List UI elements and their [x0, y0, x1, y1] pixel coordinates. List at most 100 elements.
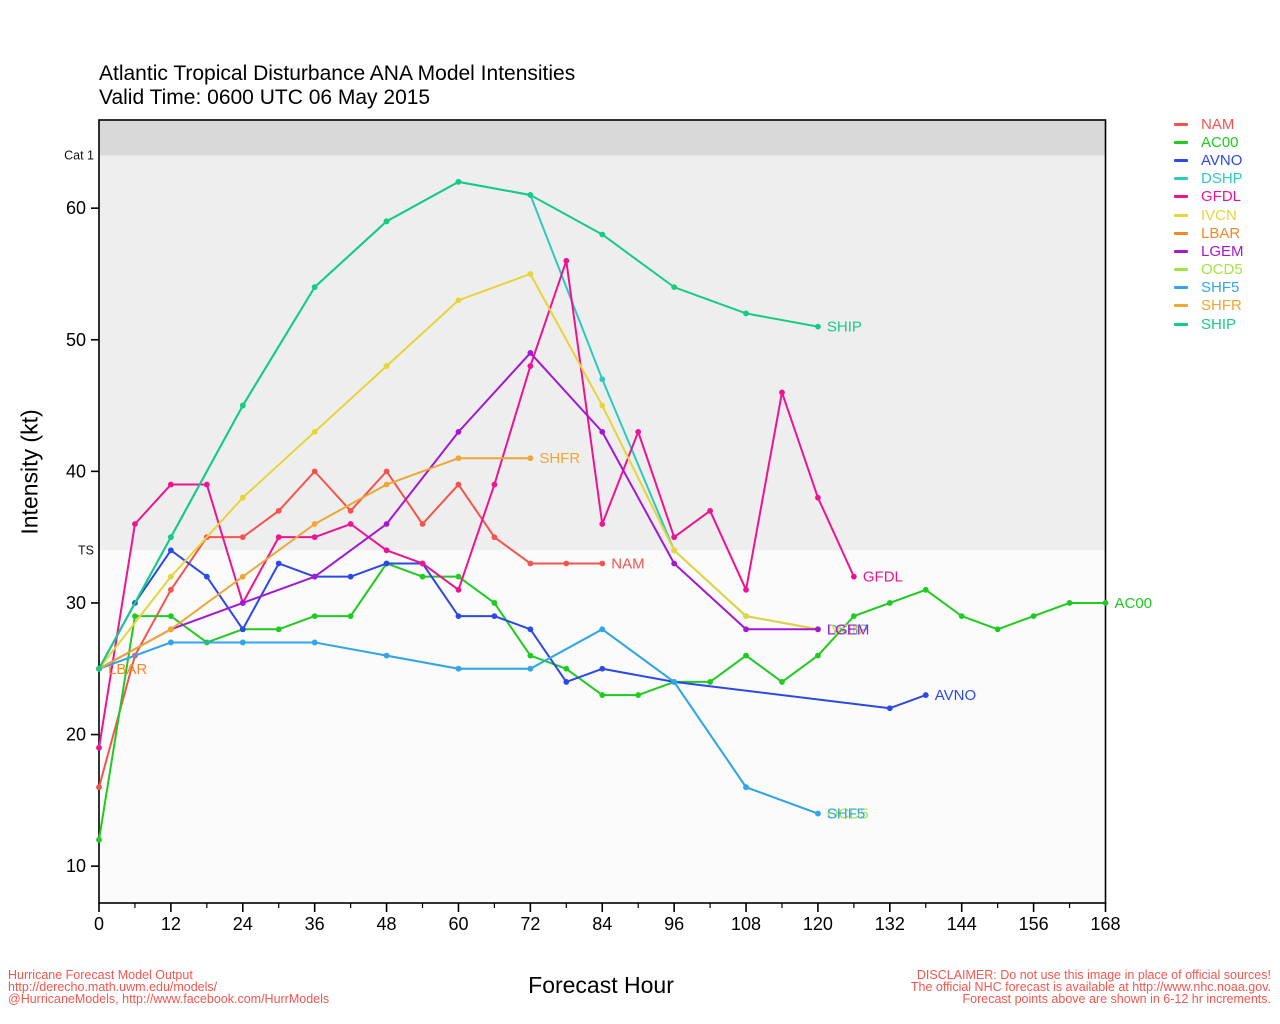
disclaimer-line-3: Forecast points above are shown in 6-12 … [962, 991, 1272, 1006]
series-IVCN-point [527, 271, 534, 277]
series-IVCN-point [167, 573, 174, 580]
series-GFDL-point [96, 744, 102, 751]
series-GFDL-point [815, 494, 821, 501]
threshold-label-ts: TS [78, 543, 94, 557]
series-IVCN-label: IVCN [827, 621, 863, 638]
series-AC00-point [1030, 613, 1037, 620]
chart-title: Atlantic Tropical Disturbance ANA Model … [99, 62, 576, 85]
series-SHF5-point [311, 639, 318, 646]
y-tick-label: 30 [66, 593, 86, 613]
series-SHIP-point [527, 192, 534, 198]
series-SHF5-point [167, 639, 174, 646]
series-LGEM-point [239, 600, 246, 606]
series-AVNO-line [98, 549, 927, 710]
legend-swatch-DSHP [1174, 177, 1188, 181]
legend-item-LGEM: LGEM [1174, 242, 1244, 260]
series-NAM-point [491, 534, 498, 541]
series-AC00-point [922, 586, 929, 593]
series-GFDL-point [527, 363, 534, 369]
disclaimer-line-2: The official NHC forecast is available a… [910, 979, 1271, 994]
series-AVNO-point [922, 692, 929, 698]
series-AC00-label: AC00 [1115, 595, 1153, 612]
series-GFDL-point [132, 521, 138, 527]
x-tick-label: 0 [94, 914, 104, 934]
legend-swatch-SHFR [1174, 304, 1188, 308]
x-tick-label: 108 [731, 914, 761, 934]
legend-item-IVCN: IVCN [1174, 206, 1244, 224]
legend-item-DSHP: DSHP [1174, 170, 1244, 188]
series-SHFR-label: SHFR [539, 450, 580, 467]
series-SHIP-label: SHIP [827, 319, 862, 336]
series-AC00-point [491, 600, 498, 606]
series-NAM-point [275, 507, 282, 514]
legend-item-AVNO: AVNO [1174, 151, 1244, 169]
series-GFDL-point [635, 428, 642, 435]
legend-item-NAM: NAM [1174, 115, 1244, 133]
credit-line-3: @HurricaneModels, http://www.facebook.co… [8, 991, 330, 1006]
series-AVNO-point [167, 547, 174, 554]
legend-swatch-NAM [1174, 122, 1188, 126]
series-GFDL-line [98, 259, 855, 748]
series-AC00-point [132, 613, 138, 620]
credit-line-2: http://derecho.math.uwm.edu/models/ [8, 979, 218, 994]
series-LGEM-point [311, 573, 318, 580]
series-AVNO-point [886, 705, 893, 712]
series-AVNO-point [383, 560, 390, 567]
series-SHF5-label: SHF5 [827, 806, 865, 823]
series-AVNO-point [491, 613, 498, 620]
series-GFDL-point [599, 521, 606, 527]
series-SHFR-point [455, 455, 462, 462]
series-AC00-point [743, 652, 749, 659]
series-AC00-point [563, 665, 570, 672]
series-SHIP-point [455, 178, 462, 185]
legend-swatch-SHF5 [1174, 286, 1188, 290]
series-AC00-point [275, 626, 282, 633]
series-SHIP-point [671, 284, 678, 291]
series-AVNO-point [455, 613, 462, 620]
series-NAM-point [599, 560, 606, 567]
credit-text: Hurricane Forecast Model Output http://d… [8, 969, 330, 1006]
series-SHFR-point [311, 521, 318, 527]
series-GFDL-point [743, 586, 749, 593]
series-NAM-point [527, 560, 534, 567]
legend-label-AVNO: AVNO [1201, 151, 1243, 169]
series-IVCN-point [455, 297, 462, 304]
series-SHIP-point [383, 218, 390, 225]
series-GFDL-point [671, 534, 678, 541]
legend-swatch-GFDL [1174, 195, 1188, 199]
series-LGEM-point [527, 350, 534, 356]
x-tick-label: 144 [947, 914, 977, 934]
series-SHF5-point [671, 679, 678, 685]
series-AC00-point [527, 652, 534, 659]
x-tick-label: 36 [305, 914, 325, 934]
series-GFDL-point [707, 507, 713, 514]
intensity-band [99, 155, 1106, 551]
series-GFDL-point [383, 547, 390, 554]
x-tick-label: 156 [1019, 914, 1049, 934]
series-AC00-point [347, 613, 354, 620]
series-IVCN-point [671, 547, 678, 554]
legend-swatch-LGEM [1174, 249, 1188, 253]
series-SHIP-point [167, 534, 174, 541]
legend-label-AC00: AC00 [1201, 133, 1239, 151]
series-NAM-point [419, 521, 426, 527]
series-GFDL-point [203, 481, 210, 488]
series-GFDL-point [455, 586, 462, 593]
series-GFDL-point [563, 257, 570, 264]
series-NAM-point [347, 507, 354, 514]
series-AC00-point [886, 600, 893, 606]
x-tick-label: 120 [803, 914, 833, 934]
x-tick-label: 84 [592, 914, 612, 934]
legend-label-DSHP: DSHP [1201, 170, 1243, 188]
series-SHIP-point [743, 310, 749, 317]
series-SHF5-point [743, 784, 749, 791]
intensity-band [99, 550, 1106, 903]
series-AVNO-label: AVNO [935, 687, 976, 704]
series-DSHP-label: DSHP [827, 621, 869, 638]
series-AC00-point [1066, 600, 1073, 606]
legend-label-OCD5: OCD5 [1201, 261, 1243, 279]
series-SHF5-point [527, 665, 534, 672]
legend-item-AC00: AC00 [1174, 133, 1244, 151]
